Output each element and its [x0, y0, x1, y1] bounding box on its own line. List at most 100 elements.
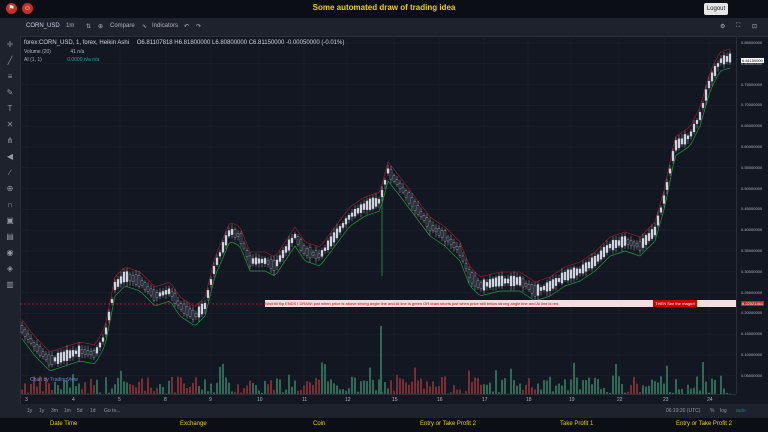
- text-icon[interactable]: T: [7, 104, 13, 113]
- price-axis-label: 0.05000000: [741, 372, 763, 378]
- brush-icon[interactable]: ✎: [6, 88, 14, 97]
- price-axis-label: 0.45000000: [741, 206, 763, 212]
- footer-tp1[interactable]: Take Profit 1: [560, 421, 594, 427]
- range-1y-b[interactable]: 1y: [39, 408, 45, 414]
- settings-icon[interactable]: ⚙: [720, 24, 726, 30]
- ohlc-legend: O6.81107818 H6.81800000 L6.80800000 C6.8…: [136, 40, 345, 46]
- compare-button[interactable]: Compare: [110, 23, 135, 29]
- price-axis[interactable]: 0.85000000 0.80000000 0.75000000 0.70000000…: [736, 36, 768, 394]
- symbol-search[interactable]: CORN_USD: [26, 23, 60, 29]
- price-axis-label: 0.35000000: [741, 248, 763, 253]
- time-axis[interactable]: 3 4 5 8 9 10 11 12 15 16 17 18 19 22 23 24: [20, 394, 736, 404]
- price-axis-label: 0.80000000: [741, 60, 763, 66]
- indicators-icon[interactable]: ∿: [142, 24, 148, 30]
- lock-icon[interactable]: ▣: [6, 216, 14, 225]
- footer-bar: Date Time Exchange Coin Entry or Take Pr…: [0, 418, 768, 432]
- log-toggle[interactable]: log: [720, 408, 727, 414]
- clock: 06:19:20 (UTC): [666, 408, 701, 414]
- price-chart[interactable]: [20, 36, 736, 394]
- time-axis-label: 5: [118, 397, 121, 403]
- time-axis-label: 3: [25, 397, 28, 403]
- price-axis-label: 0.25000000: [741, 289, 763, 295]
- indicators-button[interactable]: Indicators: [152, 23, 179, 29]
- time-axis-label: 17: [482, 397, 488, 403]
- signal-price-label: 6.22021461: [741, 301, 765, 306]
- arrow-left-icon[interactable]: ◀: [6, 152, 14, 161]
- drawing-toolbar: ✛ ╱ ≡ ✎ T ✕ ⋔ ◀ ∕ ⊕ ∩ ▣ ▤ ◉ ◈ ▥: [0, 36, 21, 418]
- percent-toggle[interactable]: %: [710, 408, 715, 414]
- flag-icon[interactable]: ⚑: [6, 3, 17, 14]
- range-3m[interactable]: 3m: [51, 408, 58, 414]
- price-axis-label: 0.50000000: [741, 185, 763, 191]
- footer-exchange[interactable]: Exchange: [180, 421, 207, 427]
- undo-icon[interactable]: ↶: [184, 24, 190, 30]
- time-axis-label: 8: [164, 397, 167, 403]
- time-axis-label: 18: [526, 397, 532, 403]
- time-axis-label: 19: [569, 397, 575, 403]
- time-axis-label: 11: [302, 397, 308, 403]
- compare-icon[interactable]: ⊕: [98, 24, 104, 30]
- trading-idea-banner: Wait till flip ENDS ! DRAW: just when pr…: [265, 300, 737, 307]
- price-axis-label: 0.20000000: [741, 310, 763, 316]
- range-1m[interactable]: 1m: [64, 408, 71, 414]
- footer-entry-tp2[interactable]: Entry or Take Profit 2: [420, 421, 476, 427]
- pattern-icon[interactable]: ✕: [6, 120, 14, 129]
- price-axis-label: 0.15000000: [741, 331, 763, 337]
- range-1d[interactable]: 1d: [90, 408, 96, 414]
- trash-icon[interactable]: ▥: [6, 280, 14, 289]
- magnet-icon[interactable]: ∩: [7, 200, 13, 209]
- user-icon[interactable]: ☺: [22, 3, 33, 14]
- redo-icon[interactable]: ↷: [196, 24, 202, 30]
- ai-legend: AI (1, 1) 0.0000 n/a n/a: [24, 57, 100, 63]
- auto-toggle[interactable]: auto: [736, 408, 746, 414]
- zoom-icon[interactable]: ⊕: [6, 184, 14, 193]
- time-axis-label: 23: [663, 397, 669, 403]
- logout-button[interactable]: Logout: [704, 3, 728, 15]
- horizontal-line-icon[interactable]: ≡: [7, 72, 13, 81]
- footer-entry-tp2-b[interactable]: Entry or Take Profit 2: [676, 421, 732, 427]
- volume-legend: Volume (20) 41 n/a: [24, 49, 85, 55]
- goto-button[interactable]: Go to...: [104, 408, 121, 414]
- lock-drawing-icon[interactable]: ▤: [6, 232, 14, 241]
- footer-date-time[interactable]: Date Time: [50, 421, 78, 427]
- price-axis-label: 0.65000000: [741, 123, 763, 129]
- eye-icon[interactable]: ◉: [6, 248, 14, 257]
- top-bar: ⚑ ☺ Some automated draw of trading idea …: [0, 0, 768, 18]
- time-axis-label: 16: [437, 397, 443, 403]
- time-axis-label: 9: [209, 397, 212, 403]
- volume-bars: [21, 326, 731, 394]
- range-5d[interactable]: 5d: [77, 408, 83, 414]
- layers-icon[interactable]: ◈: [6, 264, 14, 273]
- price-axis-label: 0.55000000: [741, 164, 763, 170]
- time-axis-label: 15: [392, 397, 398, 403]
- ruler-icon[interactable]: ∕: [9, 168, 11, 177]
- time-axis-label: 12: [345, 397, 351, 403]
- page-title: Some automated draw of trading idea: [312, 3, 456, 12]
- fullscreen-icon[interactable]: ⛶: [736, 23, 741, 29]
- time-axis-label: 4: [72, 397, 75, 403]
- bottom-toolbar: 1y 1y 3m 1m 5d 1d Go to... 06:19:20 (UTC…: [20, 404, 768, 418]
- price-axis-label: 0.85000000: [741, 40, 763, 45]
- screenshot-icon[interactable]: ⊡: [752, 24, 758, 30]
- current-price-label: 6.81150000: [741, 58, 764, 63]
- price-axis-label: 0.60000000: [741, 144, 763, 149]
- chart-grid: [20, 36, 736, 394]
- tradingview-logo[interactable]: Chart by TradingView: [30, 377, 78, 383]
- trendline-icon[interactable]: ╱: [7, 56, 13, 65]
- footer-coin[interactable]: Coin: [313, 421, 326, 427]
- time-axis-label: 10: [257, 397, 263, 403]
- price-axis-label: 0.70000000: [741, 102, 763, 108]
- chart-legend-main: forex:CORN_USD, 1, forex, Heikin Ashi O6…: [24, 40, 344, 46]
- range-1y[interactable]: 1y: [27, 408, 33, 414]
- chart-type-icon[interactable]: ⇅: [86, 24, 92, 30]
- crosshair-icon[interactable]: ✛: [6, 40, 14, 49]
- price-axis-label: 0.10000000: [741, 352, 763, 357]
- price-axis-label: 0.40000000: [741, 227, 763, 233]
- price-axis-label: 0.30000000: [741, 268, 763, 274]
- fib-icon[interactable]: ⋔: [6, 136, 14, 145]
- ai-lines: [21, 48, 731, 371]
- interval-select[interactable]: 1m: [66, 23, 75, 29]
- time-axis-label: 24: [707, 397, 713, 403]
- symbol-legend: forex:CORN_USD, 1, forex, Heikin Ashi: [24, 40, 130, 46]
- time-axis-label: 22: [617, 397, 623, 403]
